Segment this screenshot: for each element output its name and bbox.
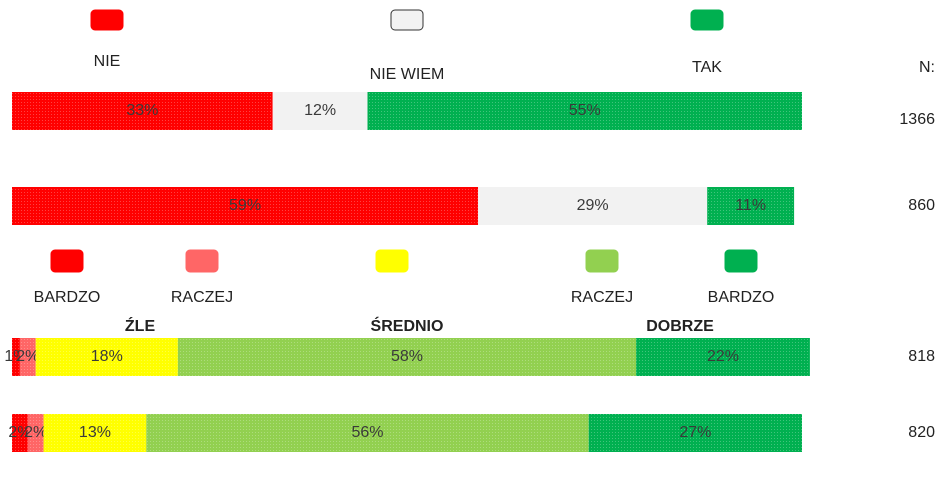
legend-swatch: [375, 249, 409, 273]
bar-texture: [12, 414, 28, 452]
legend-label: BARDZO: [34, 289, 101, 306]
bar-texture: [43, 414, 147, 452]
bar-value-label: 18%: [91, 348, 123, 365]
legend-label: RACZEJ: [571, 289, 633, 306]
bar-texture: [367, 92, 802, 130]
bar-value-label: 29%: [577, 197, 609, 214]
legend-swatch: [390, 9, 424, 31]
group-label-bg: [88, 315, 192, 339]
legend-swatch: [690, 9, 724, 31]
bar-texture: [12, 187, 479, 225]
legend-label: NIE: [94, 53, 121, 70]
bar-texture: [707, 187, 795, 225]
bar-value-label: 33%: [126, 102, 158, 119]
bar-value-label: 58%: [391, 348, 423, 365]
bar-texture: [12, 338, 20, 376]
bar-texture: [27, 414, 44, 452]
legend-swatch: [90, 9, 124, 31]
bar-value-label: 55%: [569, 102, 601, 119]
bar-texture: [35, 338, 178, 376]
n-header: N:: [919, 59, 935, 76]
n-value: 860: [908, 197, 935, 214]
legend-label: NIE WIEM: [370, 66, 445, 83]
group-label: ŚREDNIO: [371, 316, 444, 335]
legend-swatch: [724, 249, 758, 273]
legend-label: BARDZO: [708, 289, 775, 306]
n-value: 820: [908, 424, 935, 441]
legend-label: TAK: [692, 59, 722, 76]
bar-texture: [636, 338, 810, 376]
group-label-bg: [628, 315, 732, 339]
n-value: 1366: [899, 111, 935, 128]
bar-texture: [177, 338, 637, 376]
group-label: ŹLE: [125, 316, 156, 335]
bar-segment: [478, 187, 708, 225]
group-label-bg: [355, 315, 459, 339]
bar-value-label: 2%: [16, 348, 39, 365]
legend-label: RACZEJ: [171, 289, 233, 306]
bar-value-label: 2%: [24, 424, 47, 441]
bar-value-label: 12%: [304, 102, 336, 119]
bar-value-label: 22%: [707, 348, 739, 365]
n-value: 818: [908, 348, 935, 365]
bar-texture: [146, 414, 589, 452]
bar-value-label: 56%: [351, 424, 383, 441]
group-label: DOBRZE: [646, 318, 714, 335]
bar-value-label: 2%: [8, 424, 31, 441]
bar-value-label: 59%: [229, 197, 261, 214]
bar-segment: [272, 92, 368, 130]
bar-texture: [12, 92, 273, 130]
bar-value-label: 27%: [679, 424, 711, 441]
bar-texture: [19, 338, 36, 376]
bar-texture: [588, 414, 802, 452]
legend-swatch: [585, 249, 619, 273]
legend-swatch: [50, 249, 84, 273]
bar-value-label: 11%: [735, 197, 766, 214]
bar-value-label: 13%: [79, 424, 111, 441]
legend-swatch: [185, 249, 219, 273]
